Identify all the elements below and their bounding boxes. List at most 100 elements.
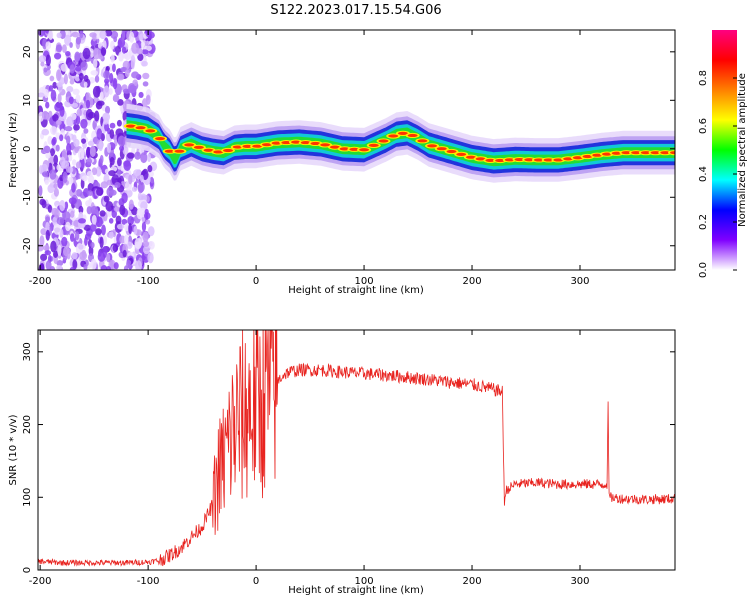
noise-speckle [81,138,87,144]
ridge-peak-inner [368,143,379,147]
noise-speckle [59,134,64,142]
noise-speckle [103,85,110,98]
noise-speckle [92,85,101,98]
noise-speckle [144,208,149,215]
noise-speckle [85,108,94,121]
noise-speckle [109,129,115,139]
noise-speckle [64,34,72,46]
noise-speckle [65,50,71,57]
spectrogram-x-tick-label: 200 [462,276,481,287]
noise-speckle [53,223,61,235]
noise-speckle [136,207,143,220]
noise-speckle [100,265,108,270]
noise-speckle [89,145,96,158]
noise-speckle [94,110,100,122]
noise-speckle [108,170,116,177]
snr-y-tick-label: 100 [22,488,33,507]
noise-speckle [38,185,43,197]
noise-speckle [66,247,71,260]
noise-speckle [99,30,107,40]
noise-speckle [85,99,91,109]
noise-speckle [142,245,150,255]
noise-speckle [117,135,126,147]
ridge-peak-inner [135,126,146,130]
noise-speckle [72,134,77,143]
noise-speckle [109,157,115,166]
ridge-peak-inner [582,154,593,159]
noise-speckle [68,96,74,105]
noise-speckle [53,183,58,189]
ridge-peak-inner [553,158,564,162]
noise-speckle [45,101,50,109]
noise-speckle [99,91,104,101]
colorbar-tick-label: 0.2 [698,214,709,230]
snr-plot-area [38,330,675,570]
snr-y-tick-label: 200 [22,415,33,434]
noise-speckle [119,145,125,152]
noise-speckle [65,165,71,173]
noise-speckle [75,65,82,72]
noise-speckle [69,79,75,85]
noise-speckle [80,118,88,129]
noise-speckle [44,179,49,185]
noise-speckle [104,168,109,174]
ridge-peak-inner [232,145,243,149]
noise-speckle [83,224,92,231]
noise-speckle [59,199,66,212]
noise-speckle [75,36,82,45]
noise-speckle [117,99,124,106]
noise-speckle [55,44,63,53]
noise-speckle [95,166,102,177]
noise-speckle [136,47,143,55]
noise-speckle [116,73,125,81]
noise-speckle [90,258,97,270]
noise-speckle [42,171,49,178]
snr-x-tick-label: 0 [253,576,259,587]
noise-speckle [45,216,51,223]
noise-speckle [44,250,52,256]
noise-speckle [90,70,99,76]
ridge-peak-inner [359,148,370,152]
snr-x-axis-label: Height of straight line (km) [288,585,424,596]
noise-speckle [64,201,69,210]
noise-speckle [78,244,84,250]
noise-speckle [141,60,148,67]
noise-speckle [121,30,126,41]
noise-speckle [74,146,79,154]
noise-speckle [48,85,54,92]
ridge-peak-inner [155,137,166,141]
noise-speckle [122,88,131,94]
noise-speckle [78,148,85,160]
noise-speckle [49,169,57,180]
noise-speckle [110,54,115,63]
ridge-peak-inner [378,139,389,143]
noise-speckle [43,67,48,73]
ridge-peak-inner [592,153,603,157]
noise-speckle [112,78,118,90]
noise-speckle [109,189,117,196]
noise-speckle [138,91,144,99]
noise-speckle [41,128,50,136]
noise-speckle [138,30,144,41]
noise-speckle [78,205,84,214]
noise-speckle [72,88,80,95]
ridge-peak-inner [650,151,661,155]
ridge-peak-inner [436,147,447,151]
noise-speckle [38,92,45,98]
noise-speckle [105,201,114,212]
noise-speckle [134,151,141,160]
noise-speckle [81,249,87,258]
noise-speckle [108,231,114,239]
spectral-ridge [123,103,675,183]
noise-speckle [83,263,88,270]
noise-speckle [74,51,81,62]
spectrogram-y-tick-label: -20 [22,238,33,254]
noise-speckle [114,182,121,189]
noise-speckle [38,263,45,270]
noise-speckle [123,160,132,171]
noise-speckle [49,75,55,82]
noise-speckle [86,146,91,159]
noise-speckle [82,47,91,60]
noise-speckle [150,177,155,184]
noise-speckle [139,174,144,183]
